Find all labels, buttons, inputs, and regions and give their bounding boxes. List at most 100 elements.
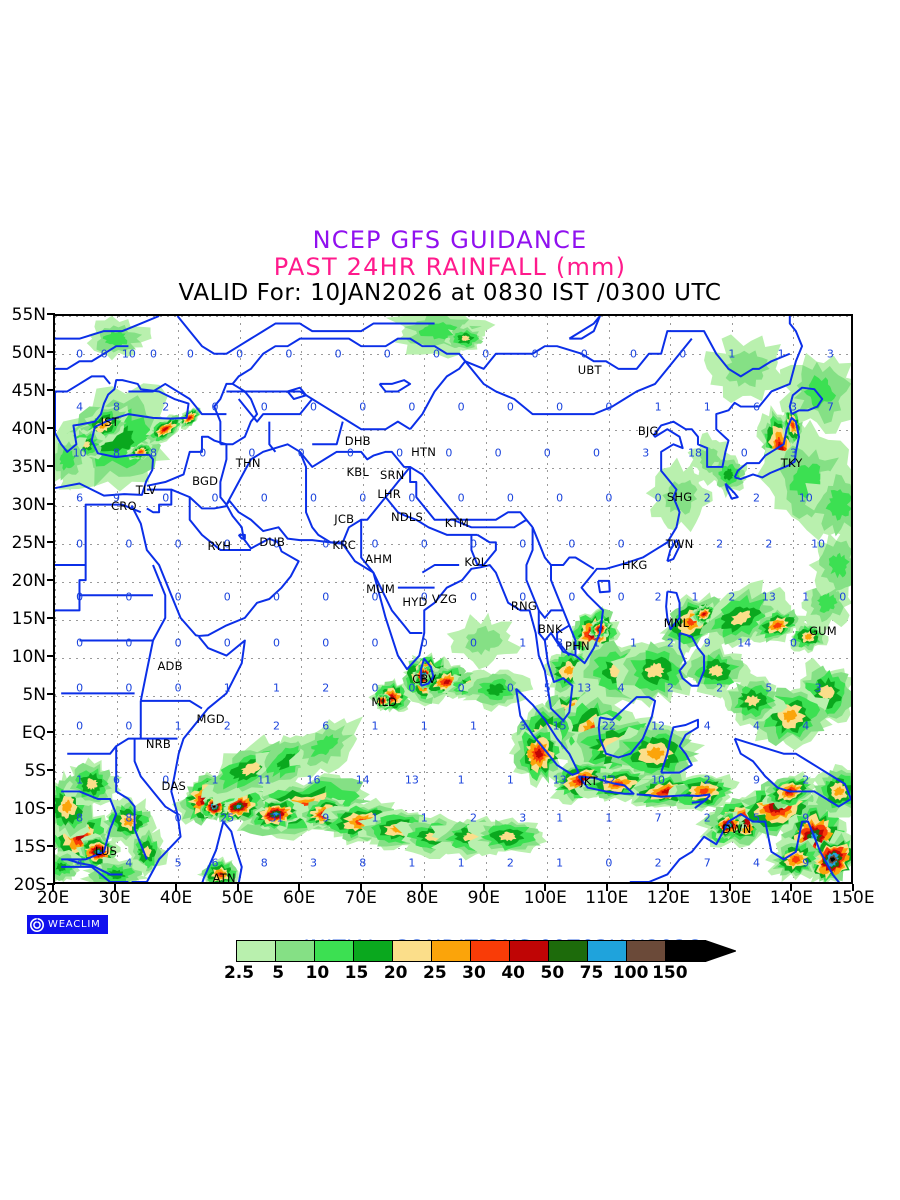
grid-value: 14	[355, 773, 370, 787]
grid-value: 0	[617, 537, 625, 551]
grid-value: 0	[556, 491, 564, 505]
gridline-longitude	[485, 316, 487, 882]
colorbar-tick: 15	[344, 963, 369, 983]
y-tick-label: 15S	[13, 837, 46, 857]
grid-value: 13	[577, 681, 592, 695]
x-tick-mark	[359, 884, 362, 891]
grid-value: 3	[519, 811, 527, 825]
grid-value: 0	[469, 537, 477, 551]
grid-value: 0	[531, 347, 539, 361]
grid-value: 0	[482, 347, 490, 361]
coastline	[139, 564, 167, 702]
x-tick-mark	[236, 884, 239, 891]
grid-value: 0	[396, 446, 404, 460]
grid-value: 10	[811, 537, 826, 551]
rainfall-contour	[825, 489, 851, 521]
rainfall-contour	[725, 350, 770, 388]
grid-value: 0	[654, 491, 662, 505]
grid-value: 8	[260, 856, 268, 870]
rainfall-contour	[212, 805, 216, 808]
grid-value: 4	[125, 856, 133, 870]
coastline	[665, 590, 681, 631]
y-tick-label: 25N	[11, 533, 46, 553]
grid-value: 6	[322, 719, 330, 733]
grid-value: 3	[309, 856, 317, 870]
rainfall-contour	[310, 734, 339, 757]
city-label: ADB	[157, 658, 183, 673]
grid-value: 0	[248, 446, 256, 460]
city-label: TLV	[135, 483, 157, 498]
coastline-layer	[55, 316, 851, 882]
grid-value: 2	[703, 773, 711, 787]
grid-value: 1	[457, 856, 465, 870]
grid-value: 2	[322, 681, 330, 695]
gridline-longitude	[670, 316, 672, 882]
coastline	[55, 379, 190, 497]
grid-value: 2	[802, 773, 810, 787]
colorbar-tick: 150	[652, 963, 688, 983]
copyright-icon	[30, 917, 44, 932]
colorbar-band	[276, 941, 315, 961]
x-tick-label: 90E	[467, 888, 500, 908]
gridline-latitude	[55, 468, 851, 469]
grid-value: 11	[257, 773, 272, 787]
x-tick-label: 150E	[831, 888, 875, 908]
grid-value: 0	[420, 636, 428, 650]
grid-value: 31	[269, 811, 284, 825]
rainfall-contour	[124, 817, 135, 827]
grid-value: 0	[125, 537, 133, 551]
gridline-longitude	[239, 316, 241, 882]
coastline	[733, 737, 851, 808]
coastline	[176, 316, 435, 355]
gridline-latitude	[55, 734, 851, 735]
grid-value: 4	[617, 681, 625, 695]
grid-value: 0	[617, 590, 625, 604]
grid-value: 0	[174, 636, 182, 650]
rainfall-contour	[744, 695, 762, 707]
grid-value: 0	[76, 537, 84, 551]
grid-value: 3	[556, 636, 564, 650]
map-plot-area[interactable]: 0 0 10 0 0 0 0 0 0 0 0 0 0 0 0 1 1 3 4 8 2 0 0 0 0 0 0 0 0 0 1 1 6 3 7 10 8 8…	[53, 314, 853, 884]
weaclim-label: WEACLIM	[48, 919, 101, 930]
coastline	[666, 539, 681, 563]
grid-value: 4	[703, 719, 711, 733]
city-label: BNK	[538, 622, 563, 637]
grid-value: 1	[469, 719, 477, 733]
grid-value: 0	[420, 590, 428, 604]
city-label: KTM	[444, 516, 469, 531]
grid-value: 0	[789, 636, 797, 650]
x-tick-mark	[790, 884, 793, 891]
grid-value: 0	[506, 681, 514, 695]
city-label: CRO	[111, 499, 137, 513]
grid-value: 0	[494, 446, 502, 460]
grid-value: 9	[802, 856, 810, 870]
y-tick-label: 20N	[11, 571, 46, 591]
grid-value: 13	[552, 773, 567, 787]
grid-value: 2	[728, 590, 736, 604]
grid-value: 0	[162, 773, 170, 787]
grid-value: 0	[199, 446, 207, 460]
grid-value: 5	[765, 681, 773, 695]
grid-value: 0	[433, 347, 441, 361]
grid-value: 9	[113, 491, 121, 505]
grid-value: 2	[753, 491, 761, 505]
colorbar-band	[315, 941, 354, 961]
grid-value: 0	[371, 636, 379, 650]
colorbar-band	[588, 941, 627, 961]
weaclim-logo[interactable]: WEACLIM	[27, 915, 108, 934]
city-label: CBV	[412, 671, 437, 686]
grid-value: 0	[76, 719, 84, 733]
grid-value: 0	[506, 491, 514, 505]
grid-value: 0	[285, 347, 293, 361]
grid-value: 0	[174, 681, 182, 695]
grid-value: 1	[605, 811, 613, 825]
colorbar-band	[354, 941, 393, 961]
grid-value: 0	[420, 537, 428, 551]
grid-value: 6	[211, 856, 219, 870]
x-tick-label: 100E	[523, 888, 567, 908]
city-label: BGD	[192, 473, 219, 488]
coastline	[55, 316, 160, 340]
city-label: TKY	[780, 455, 803, 470]
y-tick-label: 5N	[22, 685, 46, 705]
x-tick-mark	[852, 884, 854, 891]
